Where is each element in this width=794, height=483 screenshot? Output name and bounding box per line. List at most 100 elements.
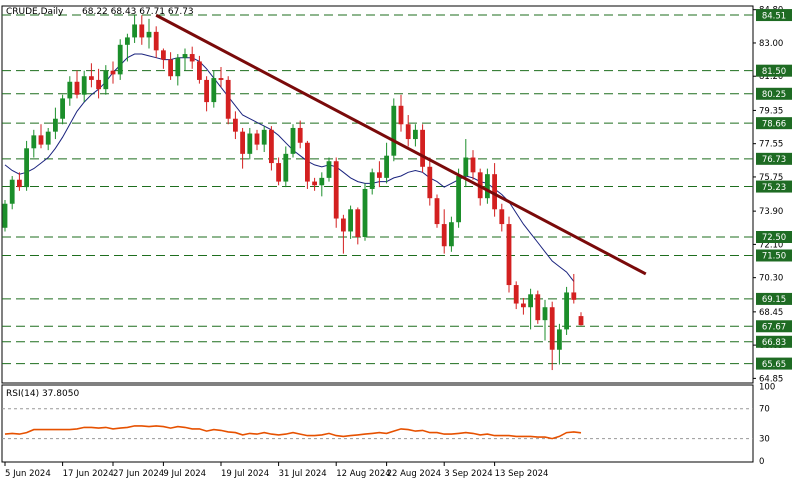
candle-body: [449, 222, 454, 247]
candle-body: [463, 157, 469, 177]
candle-body: [110, 70, 116, 75]
candle-body: [125, 37, 130, 45]
candle-body: [427, 166, 433, 199]
level-tag: [756, 292, 792, 305]
y-tick-label: 77.55: [759, 140, 783, 150]
x-tick-label: 27 Jun 2024: [113, 469, 164, 479]
candle-body: [103, 70, 109, 90]
candle-body: [319, 177, 325, 186]
candle-body: [189, 54, 195, 62]
x-tick-label: 31 Jul 2024: [279, 469, 327, 479]
candle-body: [45, 131, 51, 145]
candle-body: [348, 209, 353, 232]
candle-body: [247, 133, 253, 154]
candle-body: [218, 78, 224, 80]
price-panel: [1, 5, 754, 384]
level-tag-label: 67.67: [762, 322, 786, 332]
x-tick-label: 3 Sep 2024: [444, 469, 492, 479]
level-tag-label: 80.25: [762, 90, 786, 100]
candle-body: [528, 294, 533, 308]
candle-body: [67, 81, 73, 99]
level-tag: [756, 87, 792, 100]
rsi-line-layer: [4, 425, 582, 440]
candle-body: [146, 31, 152, 38]
candle-body: [24, 148, 29, 188]
x-tick-label: 12 Aug 2024: [336, 469, 390, 479]
candle-body: [549, 307, 555, 350]
candle-body: [470, 157, 476, 173]
level-tag-label: 72.50: [762, 233, 786, 243]
candles-layer: [2, 15, 584, 371]
candle-body: [384, 155, 389, 178]
y-tick-label: 73.90: [759, 207, 783, 217]
candle-body: [197, 61, 202, 80]
candle-body: [521, 303, 526, 308]
x-tick-label: 9 Jul 2024: [163, 469, 206, 479]
candle-body: [132, 24, 137, 38]
candle-body: [211, 78, 217, 103]
candle-body: [377, 172, 382, 178]
candle-body: [254, 133, 260, 145]
candle-body: [139, 24, 145, 38]
candle-body: [89, 76, 94, 80]
candle-body: [161, 50, 166, 60]
candle-body: [405, 124, 411, 140]
level-tag: [756, 249, 792, 262]
candle-body: [53, 118, 58, 132]
level-tag-label: 66.83: [762, 338, 786, 348]
level-tag-label: 69.15: [762, 295, 786, 305]
level-tags: 84.51 81.50 80.25 78.66 76.73 75.23 72.50 71.50…: [756, 9, 792, 370]
level-tag-label: 78.66: [762, 119, 786, 129]
candle-body: [233, 118, 238, 132]
candle-body: [326, 161, 332, 178]
candle-body: [420, 129, 425, 167]
date-axis: 5 Jun 2024 17 Jun 2024 27 Jun 2024 9 Jul 20…: [4, 462, 549, 479]
candle-body: [506, 224, 512, 286]
candle-body: [153, 31, 159, 51]
candle-body: [369, 172, 375, 189]
y-tick-label: 64.85: [759, 374, 783, 384]
candle-body: [31, 135, 37, 149]
candle-body: [434, 198, 440, 225]
rsi-tick-label: 0: [759, 457, 764, 467]
candle-body: [485, 174, 490, 199]
candle-body: [283, 153, 289, 182]
candle-body: [564, 292, 569, 330]
resistance-trendline: [155, 13, 647, 276]
candle-body: [240, 131, 245, 154]
y-tick-label: 81.20: [759, 72, 783, 82]
candle-body: [225, 79, 231, 119]
candle-body: [182, 54, 188, 58]
level-tag-label: 84.51: [762, 11, 786, 21]
price-panel-border: [1, 5, 754, 384]
candle-body: [96, 79, 101, 90]
candle-body: [355, 209, 361, 238]
candle-body: [571, 292, 577, 300]
rsi-tick-label: 70: [759, 405, 770, 415]
level-tag-label: 65.65: [762, 360, 786, 370]
candle-body: [413, 129, 418, 140]
candle-body: [312, 181, 317, 186]
candle-body: [578, 316, 584, 326]
level-tag: [756, 152, 792, 165]
rsi-tick-label: 30: [759, 435, 770, 445]
level-tag: [756, 231, 792, 244]
candle-body: [269, 129, 274, 164]
candle-body: [81, 76, 87, 95]
candle-body: [341, 218, 346, 232]
rsi-line: [4, 425, 582, 440]
candle-body: [9, 179, 15, 204]
y-tick-label: 68.45: [759, 308, 783, 318]
candle-body: [290, 127, 296, 154]
candle-body: [362, 188, 368, 238]
candle-body: [297, 127, 303, 143]
y-tick-label: 75.75: [759, 173, 783, 183]
candle-body: [38, 135, 44, 145]
level-tag: [756, 320, 792, 333]
y-tick-label: 83.00: [759, 39, 783, 49]
ohlc-readout: 68.22 68.43 67.71 67.73: [82, 7, 194, 17]
candle-body: [261, 129, 267, 145]
level-tag: [756, 117, 792, 130]
level-tag: [756, 9, 792, 22]
x-tick-label: 13 Sep 2024: [495, 469, 549, 479]
